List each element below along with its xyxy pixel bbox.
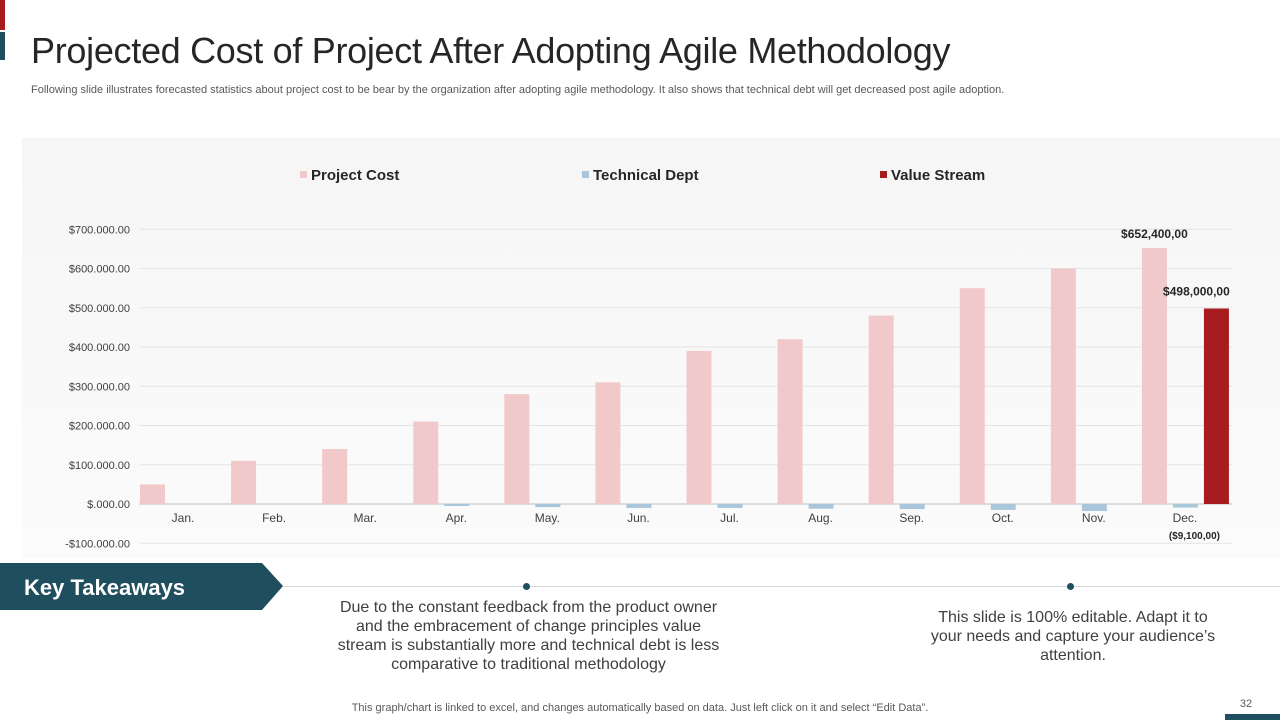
y-tick-label: $500.000.00	[69, 303, 130, 315]
bar-project-cost-oct	[959, 288, 985, 504]
key-takeaways-heading: Key Takeaways	[24, 575, 186, 600]
x-tick-label: Apr.	[446, 511, 467, 525]
x-tick-label: Dec.	[1173, 511, 1198, 525]
bar-technical-dept-apr	[444, 504, 470, 506]
bullet-dot	[523, 583, 530, 590]
bar-technical-dept-oct	[990, 504, 1016, 510]
y-tick-label: $.000.00	[87, 499, 130, 511]
bar-technical-dept-dec	[1172, 504, 1198, 508]
y-tick-label: -$100.000.00	[65, 538, 130, 550]
x-tick-label: Aug.	[808, 511, 833, 525]
legend-swatch-value-stream	[880, 171, 887, 178]
x-tick-label: Mar.	[353, 511, 376, 525]
x-tick-label: May.	[535, 511, 560, 525]
bar-technical-dept-sep	[899, 504, 925, 510]
bar-technical-dept-jun	[626, 504, 652, 508]
takeaway-text-1: Due to the constant feedback from the pr…	[337, 599, 720, 673]
bar-project-cost-may	[504, 394, 530, 504]
legend-swatch-technical-dept	[582, 171, 589, 178]
bar-project-cost-mar	[322, 449, 348, 504]
page-number-bar	[1225, 714, 1280, 720]
y-tick-label: $100.000.00	[69, 460, 130, 472]
x-tick-label: Jan.	[172, 511, 195, 525]
key-takeaways-banner: Key Takeaways	[0, 563, 283, 610]
x-tick-label: Oct.	[992, 511, 1014, 525]
x-tick-label: Jul.	[720, 511, 739, 525]
page-title: Projected Cost of Project After Adopting…	[31, 30, 951, 71]
bar-chart[interactable]: $700.000.00 $600.000.00 $500.000.00 $400.00…	[22, 138, 1280, 558]
y-tick-label: $200.000.00	[69, 421, 130, 433]
y-tick-label: $600.000.00	[69, 264, 130, 276]
bar-project-cost-jun	[595, 382, 621, 504]
footer-note: This graph/chart is linked to excel, and…	[351, 702, 929, 714]
takeaway-text-2: This slide is 100% editable. Adapt it to…	[930, 609, 1216, 664]
bar-project-cost-jan	[140, 484, 165, 504]
data-label: $652,400,00	[1121, 227, 1188, 241]
bullet-dot	[1067, 583, 1074, 590]
bar-project-cost-dec	[1141, 247, 1167, 505]
chart-panel[interactable]: $700.000.00 $600.000.00 $500.000.00 $400.00…	[22, 138, 1280, 558]
bar-project-cost-feb	[231, 460, 257, 504]
x-tick-label: Feb.	[262, 511, 286, 525]
bar-project-cost-nov	[1050, 268, 1076, 504]
x-tick-label: Sep.	[899, 511, 924, 525]
x-tick-label: Nov.	[1082, 511, 1106, 525]
bar-project-cost-apr	[413, 421, 439, 504]
bar-project-cost-aug	[777, 339, 803, 504]
page-subtitle: Following slide illustrates forecasted s…	[31, 84, 1005, 96]
y-tick-label: $400.000.00	[69, 342, 130, 354]
x-tick-label: Jun.	[627, 511, 650, 525]
legend-swatch-project-cost	[300, 171, 307, 178]
legend-label-project-cost: Project Cost	[311, 167, 399, 184]
bar-technical-dept-nov	[1081, 504, 1107, 512]
accent-bar-teal	[0, 32, 5, 60]
bar-technical-dept-jul	[717, 504, 743, 508]
bar-project-cost-jul	[686, 350, 712, 504]
accent-bar-red	[0, 0, 5, 30]
data-label: ($9,100,00)	[1169, 531, 1220, 542]
bar-technical-dept-may	[535, 504, 561, 508]
bar-value-stream-dec	[1203, 308, 1229, 504]
page-number: 32	[1239, 698, 1253, 710]
y-tick-label: $300.000.00	[69, 381, 130, 393]
bar-technical-dept-aug	[808, 504, 834, 509]
y-tick-label: $700.000.00	[69, 224, 130, 236]
bar-project-cost-sep	[868, 315, 894, 504]
legend-label-value-stream: Value Stream	[891, 167, 985, 184]
data-label: $498,000,00	[1163, 285, 1230, 299]
legend-label-technical-dept: Technical Dept	[593, 167, 699, 184]
takeaways-divider	[283, 586, 1280, 587]
